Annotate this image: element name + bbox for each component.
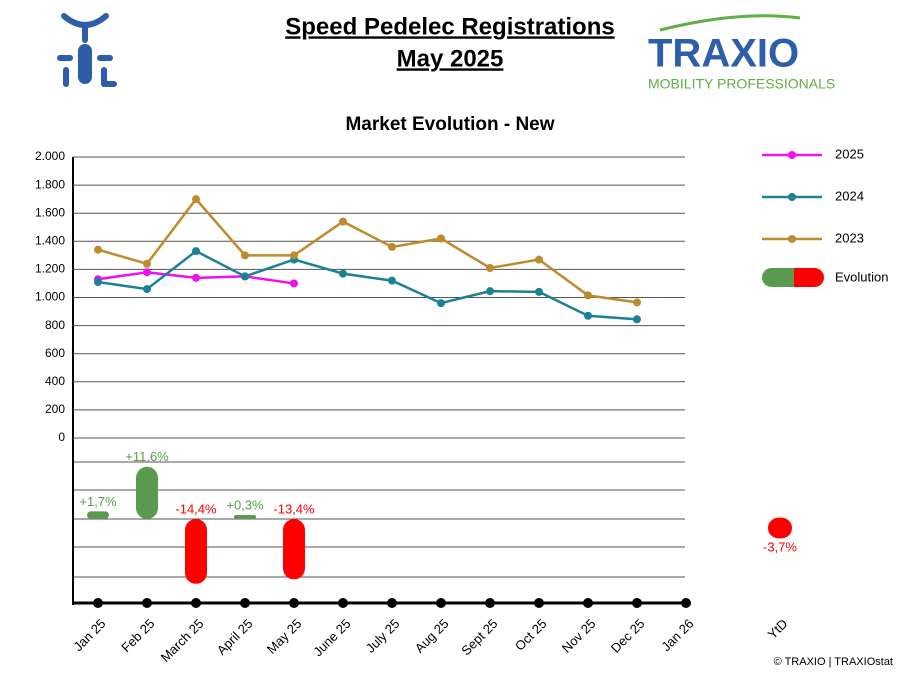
- y-tick-label: 1.200: [35, 262, 65, 276]
- y-tick-label: 0: [58, 430, 65, 444]
- x-tick-dot: [93, 598, 103, 608]
- x-tick-label: Jan 25: [70, 616, 108, 654]
- x-tick-dot: [142, 598, 152, 608]
- legend-evolution-pos: [762, 268, 802, 287]
- x-tick-label: Dec 25: [608, 616, 648, 656]
- x-tick-dot: [632, 598, 642, 608]
- series-point: [339, 217, 347, 226]
- y-tick-label: 600: [45, 346, 65, 360]
- x-tick-label: Nov 25: [559, 616, 599, 656]
- series-point: [584, 311, 592, 320]
- series-point: [192, 273, 200, 282]
- x-tick-label: July 25: [363, 616, 403, 656]
- x-tick-label: Feb 25: [118, 616, 157, 655]
- footer: © TRAXIO | TRAXIOstat: [774, 656, 893, 668]
- x-tick-dot: [534, 598, 544, 608]
- y-tick-label: 1.800: [35, 177, 65, 191]
- series-point: [143, 259, 151, 268]
- series-point: [94, 278, 102, 287]
- evolution-label: +1,7%: [79, 494, 117, 509]
- x-tick-dot: [338, 598, 348, 608]
- series-point: [290, 251, 298, 260]
- page-title: Speed Pedelec Registrations: [285, 13, 614, 40]
- y-tick-label: 2.000: [35, 149, 65, 163]
- x-tick-dot: [191, 598, 201, 608]
- x-tick-dot: [387, 598, 397, 608]
- x-tick-dot: [240, 598, 250, 608]
- bike-icon: [57, 13, 117, 87]
- series-point: [192, 247, 200, 256]
- chart-title: Market Evolution - New: [345, 114, 554, 135]
- evolution-pill: [185, 519, 207, 584]
- y-tick-label: 400: [45, 374, 65, 388]
- logo-swoosh: [659, 14, 801, 32]
- x-tick-label: Sept 25: [458, 616, 500, 658]
- x-tick-label: May 25: [264, 616, 305, 657]
- series-point: [241, 251, 249, 260]
- x-tick-label: March 25: [158, 616, 207, 665]
- legend-label: 2024: [835, 188, 864, 203]
- logo-tagline: MOBILITY PROFESSIONALS: [648, 76, 835, 92]
- x-tick-label: Aug 25: [412, 616, 452, 656]
- legend-label: Evolution: [835, 269, 888, 284]
- x-tick-dot: [436, 598, 446, 608]
- series-point: [94, 245, 102, 254]
- evolution-grid: [73, 461, 685, 578]
- page-subtitle: May 2025: [397, 45, 504, 72]
- evolution-pill: [87, 511, 109, 519]
- x-tick-label: June 25: [310, 616, 353, 659]
- evolution-label: -14,4%: [175, 501, 217, 516]
- series-point: [535, 287, 543, 296]
- ytd-pill: [768, 517, 792, 539]
- x-tick-dot: [485, 598, 495, 608]
- x-tick-label: Jan 26: [658, 616, 696, 654]
- ytd-label: YtD: [765, 616, 791, 642]
- ytd-value-label: -3,7%: [763, 539, 797, 554]
- x-tick-label: April 25: [214, 616, 256, 658]
- legend-evolution-join: [794, 268, 804, 287]
- logo-name: TRAXIO: [648, 32, 799, 76]
- series-point: [388, 242, 396, 251]
- evolution-label: +11,6%: [125, 449, 169, 464]
- x-tick-dot: [289, 598, 299, 608]
- series-line: [97, 249, 638, 321]
- series-point: [437, 234, 445, 243]
- series-point: [388, 276, 396, 285]
- evolution-label: +0,3%: [226, 497, 264, 512]
- evolution-pill: [234, 515, 256, 519]
- series-point: [143, 285, 151, 294]
- series-point: [339, 269, 347, 278]
- series-point: [192, 195, 200, 204]
- y-tick-label: 200: [45, 402, 65, 416]
- x-tick-dot: [583, 598, 593, 608]
- series-point: [241, 272, 249, 281]
- series-point: [535, 255, 543, 264]
- series-line: [97, 197, 638, 304]
- series-point: [143, 268, 151, 277]
- evolution-pill: [136, 466, 158, 519]
- series-point: [584, 291, 592, 300]
- x-tick-label: Oct 25: [512, 616, 550, 654]
- series-point: [633, 315, 641, 324]
- y-tick-label: 1.400: [35, 233, 65, 247]
- y-tick-label: 1.000: [35, 290, 65, 304]
- evolution-pill: [283, 519, 305, 580]
- legend-point: [788, 193, 796, 201]
- legend-point: [788, 151, 796, 159]
- series-point: [486, 263, 494, 272]
- x-tick-dot: [681, 598, 691, 608]
- y-tick-label: 800: [45, 318, 65, 332]
- y-tick-label: 1.600: [35, 205, 65, 219]
- series-point: [290, 279, 298, 288]
- legend-label: 2025: [835, 146, 864, 161]
- series-point: [437, 299, 445, 308]
- series-point: [486, 287, 494, 296]
- evolution-label: -13,4%: [273, 501, 315, 516]
- legend-label: 2023: [835, 230, 864, 245]
- legend-point: [788, 235, 796, 243]
- series-point: [633, 298, 641, 307]
